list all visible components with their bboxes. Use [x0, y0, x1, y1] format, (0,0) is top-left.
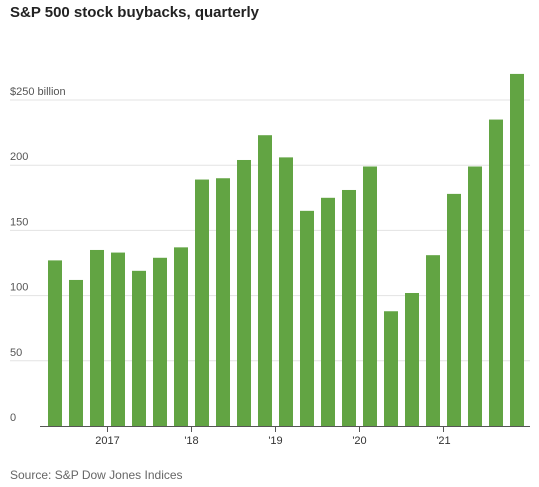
x-tick-label-21: '21 — [436, 435, 450, 447]
bar-q4-2020 — [426, 255, 440, 426]
y-tick-label-50: 50 — [10, 347, 22, 359]
bar-q4-2016 — [90, 249, 104, 426]
bar-q1-2017 — [111, 252, 125, 426]
bar-q4-2019 — [342, 189, 356, 426]
bar-q3-2017 — [153, 257, 167, 426]
x-tick-label-20: '20 — [352, 435, 366, 447]
bar-q3-2019 — [321, 197, 335, 426]
y-tick-label-250: $250 billion — [10, 86, 66, 98]
bar-q1-2018 — [195, 179, 209, 426]
bar-q3-2020 — [405, 292, 419, 426]
y-tick-label-200: 200 — [10, 151, 28, 163]
chart-title: S&P 500 stock buybacks, quarterly — [10, 4, 260, 21]
bar-q2-2016 — [48, 260, 62, 426]
bar-q4-2021 — [510, 73, 524, 427]
bar-q1-2020 — [363, 166, 377, 426]
y-tick-label-0: 0 — [10, 412, 16, 424]
bar-q4-2017 — [174, 247, 188, 426]
y-tick-label-100: 100 — [10, 282, 28, 294]
x-tick-label-19: '19 — [268, 435, 282, 447]
bar-q3-2018 — [237, 159, 251, 426]
source-note: Source: S&P Dow Jones Indices — [10, 468, 183, 482]
bars-layer — [48, 73, 524, 427]
bar-q3-2016 — [69, 279, 83, 426]
y-tick-label-150: 150 — [10, 216, 28, 228]
bar-q1-2021 — [447, 193, 461, 426]
bar-q2-2019 — [300, 210, 314, 426]
bar-q4-2018 — [258, 135, 272, 426]
x-tick-label-2017: 2017 — [95, 435, 119, 447]
bar-q2-2021 — [468, 166, 482, 426]
bar-q2-2018 — [216, 178, 230, 426]
bar-q3-2021 — [489, 119, 503, 426]
bar-q1-2019 — [279, 157, 293, 426]
bar-q2-2020 — [384, 311, 398, 426]
axis-layer: 0 50 100 150 200 $250 billion 2017 '18 '19 '20 '21 — [10, 86, 530, 447]
bar-q2-2017 — [132, 270, 146, 426]
x-tick-label-18: '18 — [184, 435, 198, 447]
